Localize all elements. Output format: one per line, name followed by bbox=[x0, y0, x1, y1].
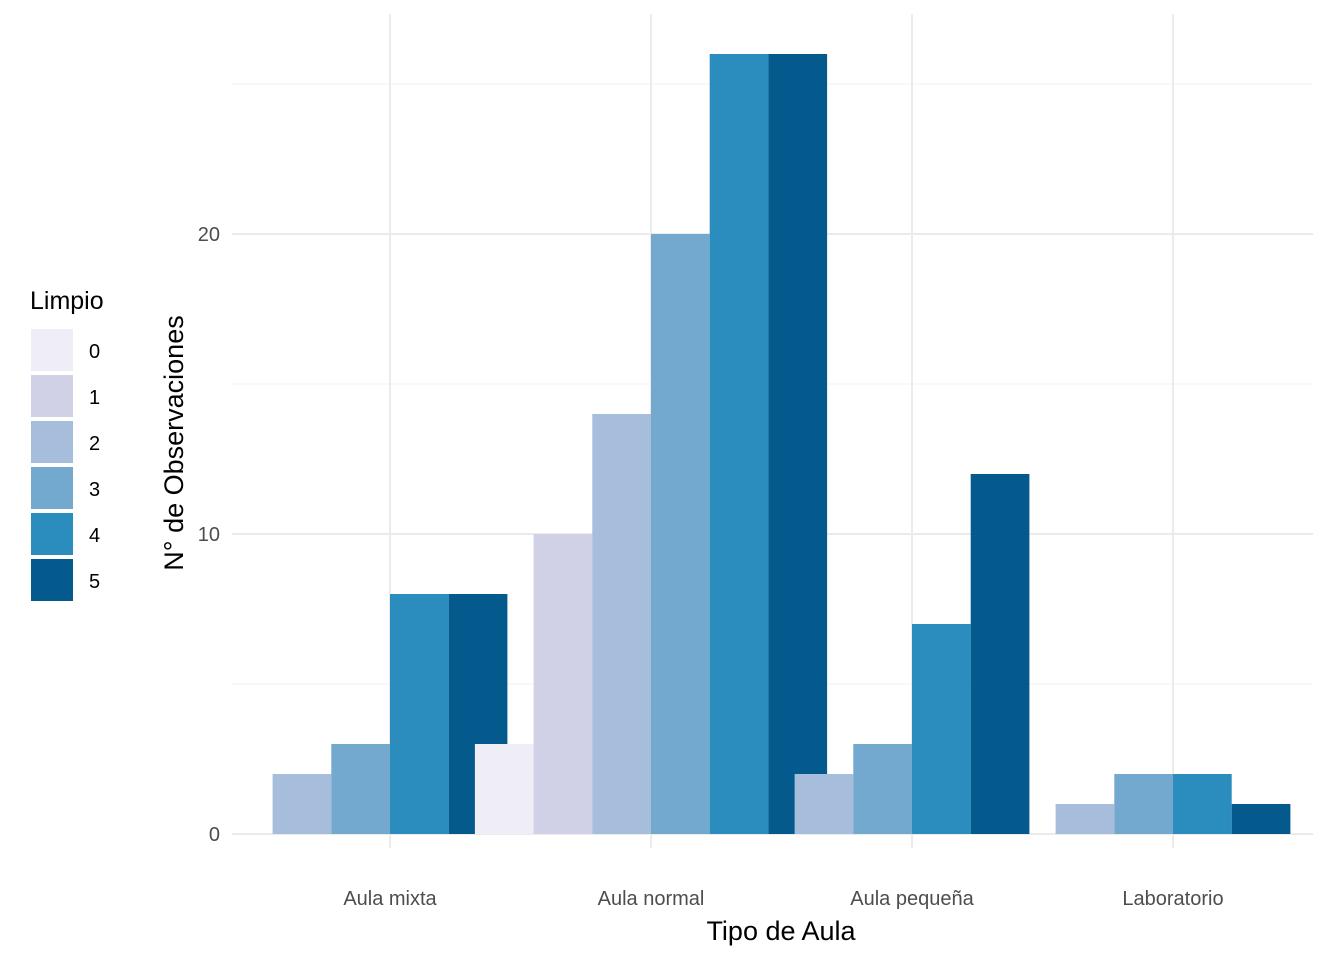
bar-3-0 bbox=[331, 744, 390, 834]
bar-2-3 bbox=[1055, 804, 1115, 834]
bar-2-1 bbox=[592, 414, 651, 834]
bar-3-2 bbox=[853, 744, 912, 834]
bars-layer bbox=[272, 54, 1291, 834]
legend-key-0 bbox=[31, 329, 73, 371]
legend-label-1: 1 bbox=[89, 387, 100, 409]
bar-2-0 bbox=[272, 774, 332, 834]
legend-label-0: 0 bbox=[89, 341, 100, 363]
x-tick-label: Aula mixta bbox=[343, 888, 437, 910]
bar-3-1 bbox=[651, 234, 710, 834]
legend-key-4 bbox=[31, 513, 73, 555]
bar-4-3 bbox=[1173, 774, 1232, 834]
y-tick-label: 20 bbox=[198, 224, 220, 246]
x-tick-label: Laboratorio bbox=[1122, 888, 1223, 910]
legend-title: Limpio bbox=[30, 287, 104, 315]
x-tick-label: Aula normal bbox=[598, 888, 705, 910]
bar-2-2 bbox=[794, 774, 854, 834]
x-axis-title: Tipo de Aula bbox=[706, 916, 856, 946]
legend-key-3 bbox=[31, 467, 73, 509]
bar-1-1 bbox=[533, 534, 593, 834]
bar-4-1 bbox=[709, 54, 769, 834]
bar-4-2 bbox=[912, 624, 971, 834]
legend-label-5: 5 bbox=[89, 571, 100, 593]
ticks-layer: 0 10 20 Aula mixta Aula normal Aula pequeña La… bbox=[198, 224, 1224, 910]
y-axis-title: N° de Observaciones bbox=[159, 315, 189, 570]
legend-label-4: 4 bbox=[89, 525, 100, 547]
legend-key-5 bbox=[31, 559, 73, 601]
bar-0-1 bbox=[474, 744, 534, 834]
bar-5-2 bbox=[970, 474, 1030, 834]
legend-label-2: 2 bbox=[89, 433, 100, 455]
legend-key-2 bbox=[31, 421, 73, 463]
legend-key-1 bbox=[31, 375, 73, 417]
bar-3-3 bbox=[1114, 774, 1173, 834]
legend: Limpio 0 1 2 3 4 5 bbox=[30, 287, 104, 601]
legend-label-3: 3 bbox=[89, 479, 100, 501]
bar-4-0 bbox=[390, 594, 449, 834]
bar-5-1 bbox=[768, 54, 828, 834]
y-tick-label: 0 bbox=[209, 824, 220, 846]
y-tick-label: 10 bbox=[198, 524, 220, 546]
bar-5-3 bbox=[1231, 804, 1291, 834]
x-tick-label: Aula pequeña bbox=[850, 888, 974, 910]
